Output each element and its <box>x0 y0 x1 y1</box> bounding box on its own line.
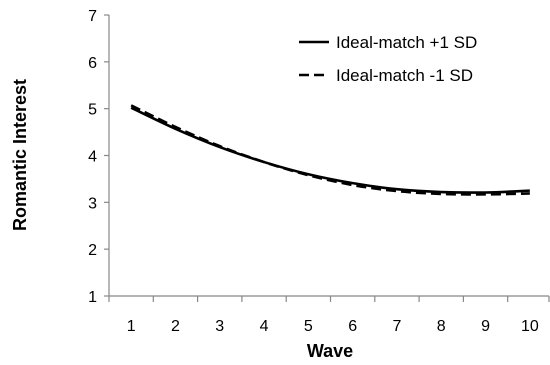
x-axis-title: Wave <box>307 341 353 361</box>
series-line-1 <box>130 106 530 194</box>
series-line-2 <box>130 104 530 196</box>
legend-label-1: Ideal-match +1 SD <box>336 33 477 52</box>
y-tick-label: 1 <box>88 289 97 306</box>
x-tick-label: 10 <box>521 318 539 335</box>
y-axis-title: Romantic Interest <box>10 79 30 231</box>
chart-series <box>130 104 530 196</box>
x-tick-label: 3 <box>215 318 224 335</box>
x-tick-label: 1 <box>127 318 136 335</box>
chart-axes <box>108 15 549 297</box>
x-tick-label: 9 <box>481 318 490 335</box>
y-tick-label: 2 <box>88 242 97 259</box>
x-tick-label: 6 <box>348 318 357 335</box>
y-tick-label: 5 <box>88 102 97 119</box>
chart-legend: Ideal-match +1 SD Ideal-match -1 SD <box>299 33 477 85</box>
chart-ticks: 1 2 3 4 5 6 7 1 2 3 4 5 6 7 8 9 10 <box>88 8 550 335</box>
y-tick-label: 4 <box>88 149 97 166</box>
y-tick-label: 3 <box>88 195 97 212</box>
y-tick-label: 7 <box>88 8 97 25</box>
x-tick-label: 4 <box>260 318 269 335</box>
x-tick-label: 8 <box>437 318 446 335</box>
x-tick-label: 7 <box>392 318 401 335</box>
y-tick-label: 6 <box>88 55 97 72</box>
x-tick-label: 2 <box>171 318 180 335</box>
x-tick-label: 5 <box>304 318 313 335</box>
legend-label-2: Ideal-match -1 SD <box>336 66 473 85</box>
